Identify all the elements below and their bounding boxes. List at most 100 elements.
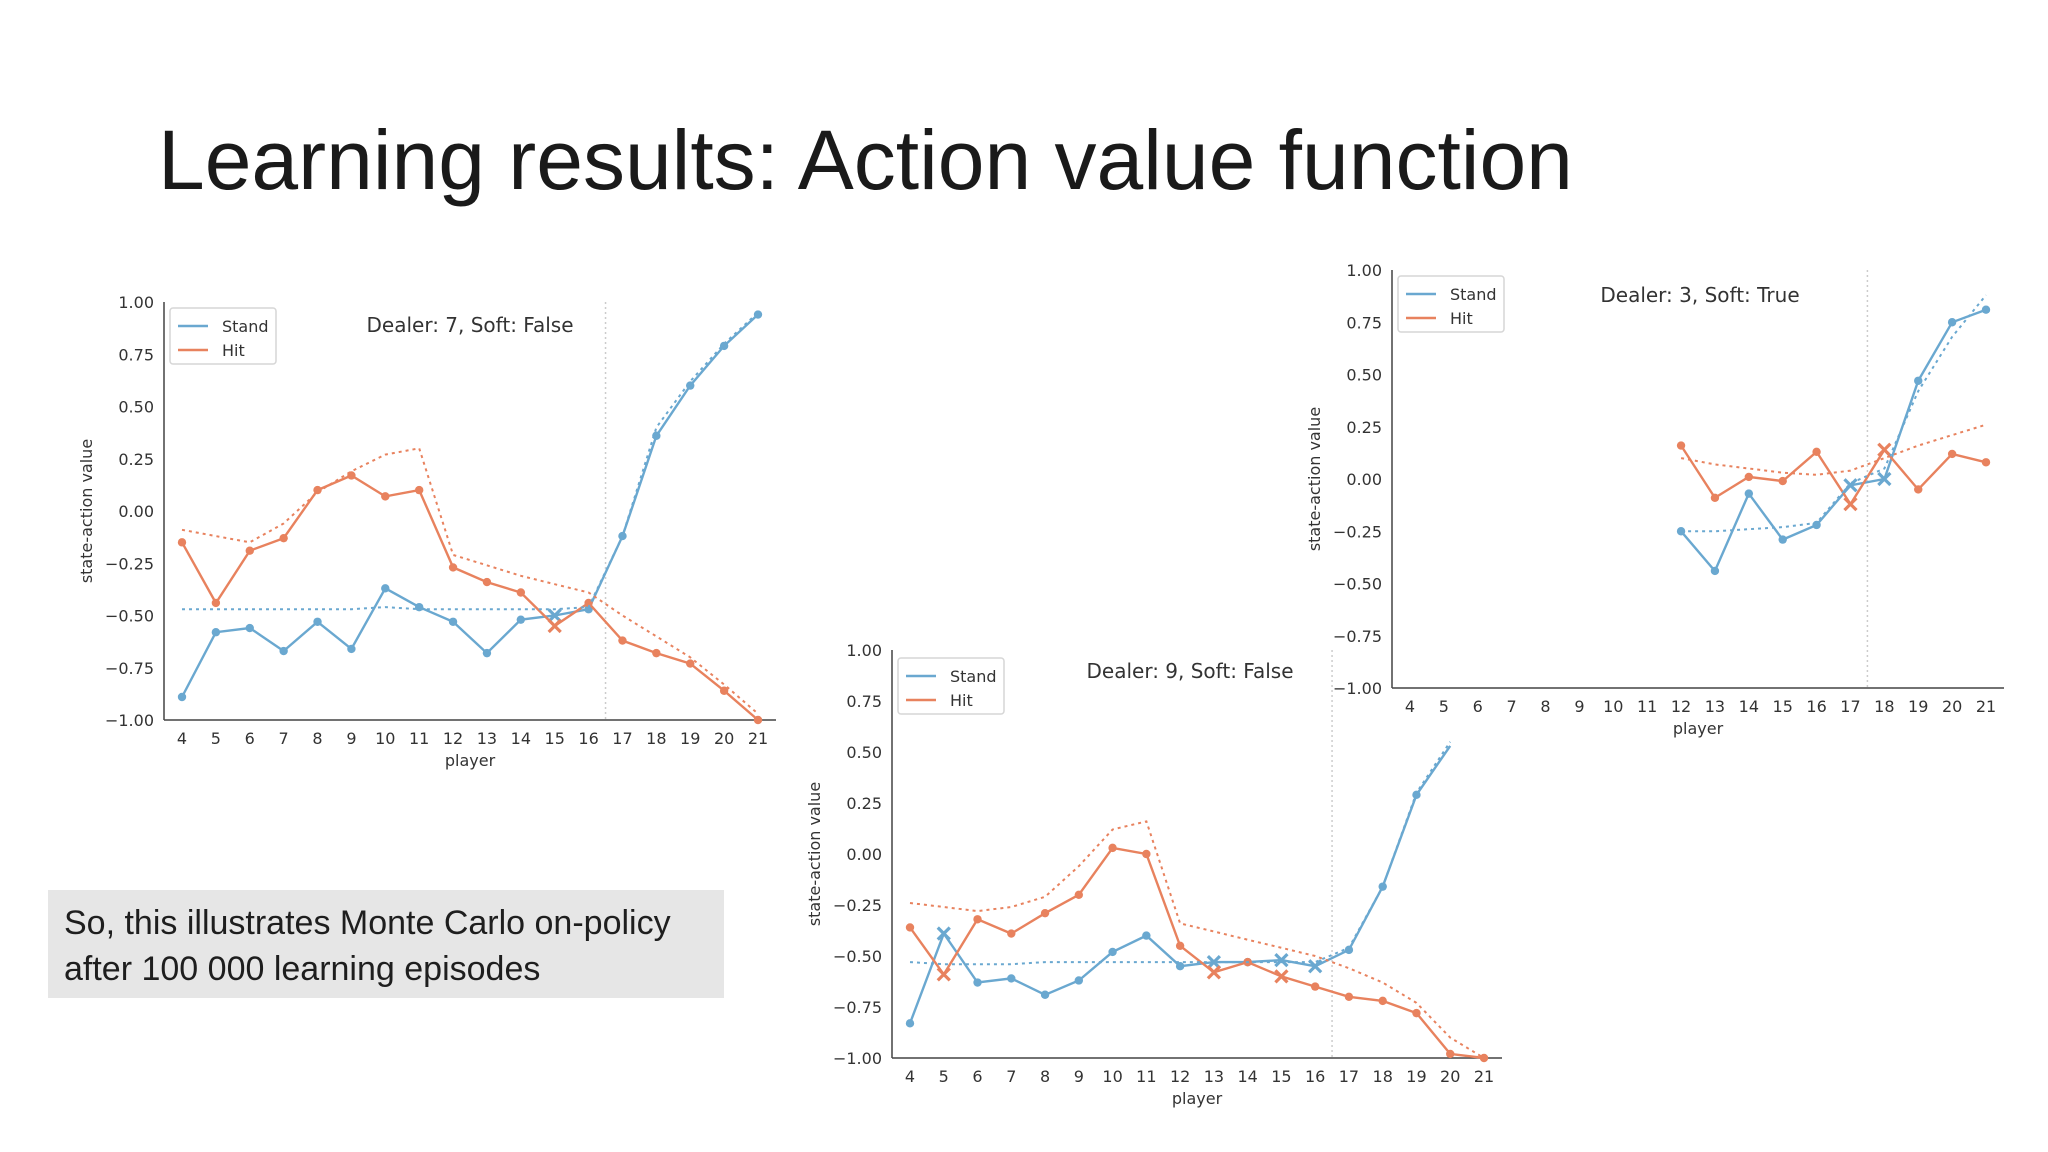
y-tick-label: 0.00: [1346, 470, 1382, 489]
stand-point: [381, 584, 390, 593]
y-tick-label: −1.00: [105, 711, 154, 730]
y-tick-label: −1.00: [833, 1049, 882, 1068]
stand-point: [1710, 566, 1720, 576]
hit-point: [1676, 441, 1686, 450]
hit-point: [618, 636, 627, 645]
stand-point: [448, 617, 458, 626]
y-tick-label: 0.25: [1346, 418, 1382, 437]
chart-title: Dealer: 9, Soft: False: [1087, 659, 1294, 683]
y-tick-label: −0.25: [1333, 522, 1382, 541]
x-tick-label: 20: [1440, 1067, 1460, 1086]
x-tick-label: 19: [1908, 697, 1928, 716]
y-tick-label: 0.00: [118, 502, 154, 521]
legend-label-stand: Stand: [950, 667, 997, 686]
x-tick-label: 17: [612, 729, 632, 748]
y-tick-label: −0.50: [1333, 575, 1382, 594]
hit-point: [1108, 843, 1117, 853]
x-tick-label: 15: [1773, 697, 1793, 716]
legend-label-hit: Hit: [222, 341, 245, 360]
x-tick-label: 21: [748, 729, 768, 748]
hit-point: [381, 492, 390, 501]
x-tick-label: 15: [1271, 1067, 1291, 1086]
y-tick-label: 1.00: [846, 641, 882, 660]
hit-point: [448, 563, 458, 572]
hit-point: [1007, 929, 1016, 938]
stand-point: [1812, 520, 1821, 530]
hit-point: [905, 923, 915, 932]
x-tick-label: 20: [1942, 697, 1962, 716]
x-tick-label: 17: [1339, 1067, 1359, 1086]
x-tick-label: 7: [279, 729, 289, 748]
x-tick-label: 21: [1976, 697, 1996, 716]
chart-svg: 1.00 0.75 0.50 0.25 0.00 −0.25 −0.50 −0.75 −1.00…: [77, 293, 776, 770]
x-tick-label: 5: [939, 1067, 949, 1086]
x-tick-label: 12: [1671, 697, 1691, 716]
hit-point: [1446, 1049, 1455, 1059]
stand-x-marker: [1843, 478, 1858, 493]
stand-point: [177, 692, 187, 702]
hit-point: [753, 715, 763, 725]
hit-x-marker: [936, 967, 951, 982]
hit-x-marker: [1877, 442, 1892, 457]
stand-point: [516, 615, 526, 624]
chart-dealer-7: 1.00 0.75 0.50 0.25 0.00 −0.25 −0.50 −0.75 −1.00…: [70, 290, 800, 780]
hit-point: [1344, 992, 1354, 1001]
note-line-1: So, this illustrates Monte Carlo on-poli…: [64, 904, 671, 942]
y-axis-label: state-action value: [1305, 407, 1324, 551]
stand-point: [1947, 318, 1957, 327]
hit-series-line: [909, 846, 1485, 1060]
x-tick-label: 18: [1373, 1067, 1393, 1086]
chart-dealer-9: 1.00 0.75 0.50 0.25 0.00 −0.25 −0.50 −0.75 −1.00…: [800, 640, 1530, 1125]
hit-point: [1914, 485, 1923, 494]
stand-series-line: [908, 745, 1452, 1024]
stand-point: [482, 648, 492, 658]
stand-point: [719, 341, 729, 351]
y-tick-label: −0.75: [105, 659, 154, 678]
hit-point: [1310, 982, 1320, 991]
stand-point: [1344, 945, 1354, 955]
x-tick-label: 11: [409, 729, 429, 748]
x-tick-label: 11: [1637, 697, 1657, 716]
y-tick-label: −0.50: [105, 607, 154, 626]
y-tick-label: −0.25: [105, 554, 154, 573]
stand-point: [1175, 962, 1185, 971]
stand-point: [1914, 376, 1923, 385]
hit-series-line: [1680, 444, 1987, 507]
stand-point: [211, 628, 221, 637]
x-tick-label: 17: [1840, 697, 1860, 716]
x-tick-label: 13: [1204, 1067, 1224, 1086]
x-tick-label: 19: [1406, 1067, 1426, 1086]
y-tick-label: 0.25: [118, 450, 154, 469]
x-tick-label: 19: [680, 729, 700, 748]
legend-label-stand: Stand: [1450, 285, 1497, 304]
x-tick-label: 20: [714, 729, 734, 748]
stand-x-marker: [547, 608, 562, 623]
hit-point: [1981, 458, 1991, 467]
hit-point: [1812, 447, 1821, 457]
x-tick-label: 9: [1074, 1067, 1084, 1086]
x-tick-label: 7: [1507, 697, 1517, 716]
stand-x-marker: [1877, 471, 1892, 487]
x-tick-label: 6: [1473, 697, 1483, 716]
chart-svg: 1.00 0.75 0.50 0.25 0.00 −0.25 −0.50 −0.75 −1.00…: [805, 641, 1502, 1108]
legend-label-hit: Hit: [950, 691, 973, 710]
hit-point: [1778, 476, 1787, 486]
legend-label-stand: Stand: [222, 317, 269, 336]
y-tick-label: 0.50: [846, 743, 882, 762]
x-tick-label: 10: [1102, 1067, 1122, 1086]
hit-point: [516, 588, 526, 597]
hit-point: [719, 686, 729, 695]
hit-point: [1074, 890, 1084, 899]
x-tick-label: 6: [245, 729, 255, 748]
stand-point: [905, 1019, 915, 1028]
y-axis-label: state-action value: [77, 439, 96, 583]
stand-point: [1007, 974, 1016, 983]
x-tick-label: 4: [177, 729, 187, 748]
x-tick-label: 5: [1439, 697, 1449, 716]
chart-dealer-3: 1.00 0.75 0.50 0.25 0.00 −0.25 −0.50 −0.75 −1.00…: [1300, 258, 2030, 748]
stand-point: [1778, 535, 1787, 544]
stand-point: [1074, 976, 1084, 985]
x-tick-label: 10: [375, 729, 395, 748]
y-tick-label: 0.75: [118, 345, 154, 364]
x-tick-label: 8: [1540, 697, 1550, 716]
